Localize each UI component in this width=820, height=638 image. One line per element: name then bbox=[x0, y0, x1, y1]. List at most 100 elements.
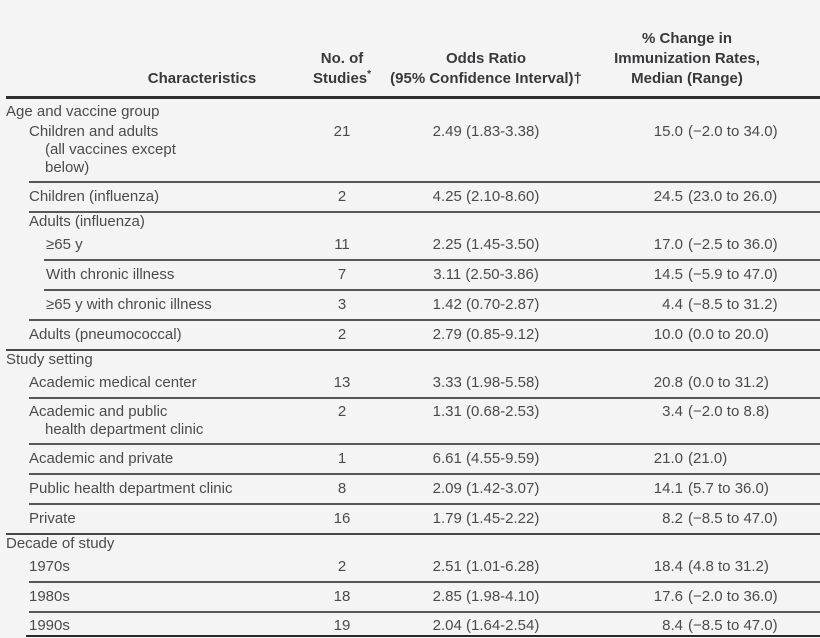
row-separator-rule bbox=[29, 396, 820, 399]
row-label-line: Academic and private bbox=[29, 449, 174, 467]
pct-median: 10.0 bbox=[653, 325, 683, 343]
header-characteristics: Characteristics bbox=[147, 70, 257, 87]
pct-median: 8.4 bbox=[662, 616, 683, 634]
row-label-line: Academic medical center bbox=[29, 373, 197, 391]
odds-ratio-value: 3.11 (2.50-3.86) bbox=[433, 265, 539, 283]
no-of-studies-value: 1 bbox=[337, 449, 347, 467]
header-odds-ratio: Odds Ratio (95% Confidence Interval)† bbox=[390, 50, 582, 87]
table-row: 1980s 18 2.85 (1.98-4.10) 17.6 (−2.0 to 36.0… bbox=[0, 583, 820, 611]
pct-change-value: 18.4 (4.8 to 31.2) bbox=[584, 558, 820, 576]
row-separator-rule bbox=[29, 442, 820, 445]
no-of-studies-value: 2 bbox=[337, 402, 347, 420]
pct-change-value: 10.0 (0.0 to 20.0) bbox=[584, 326, 820, 344]
pct-change-value: 21.0 (21.0) bbox=[584, 450, 820, 468]
pct-range: (−2.5 to 36.0) bbox=[688, 235, 778, 253]
pct-median: 14.5 bbox=[653, 265, 683, 283]
pct-range: (0.0 to 31.2) bbox=[688, 373, 769, 391]
odds-ratio-value: 4.25 (2.10-8.60) bbox=[432, 187, 540, 205]
row-label-line: ≥65 y bbox=[46, 235, 83, 253]
odds-ratio-value: 2.49 (1.83-3.38) bbox=[432, 122, 540, 140]
row-label-line: Academic and public bbox=[29, 402, 168, 420]
pct-median: 21.0 bbox=[653, 449, 683, 467]
odds-ratio-value: 2.79 (0.85-9.12) bbox=[432, 325, 540, 343]
group-heading-row: Age and vaccine group bbox=[0, 99, 820, 121]
row-label-line: Public health department clinic bbox=[29, 479, 233, 497]
table-row: 1970s 2 2.51 (1.01-6.28) 18.4 (4.8 to 31.2) bbox=[0, 553, 820, 581]
row-label: Adults (influenza) bbox=[0, 213, 296, 231]
row-label-line: 1970s bbox=[29, 557, 70, 575]
pct-change-value: 14.5 (−5.9 to 47.0) bbox=[584, 266, 820, 284]
pct-median: 3.4 bbox=[662, 402, 683, 420]
row-label: Decade of study bbox=[0, 535, 296, 553]
odds-ratio-value: 1.79 (1.45-2.22) bbox=[432, 509, 540, 527]
pct-change-value: 17.0 (−2.5 to 36.0) bbox=[584, 236, 820, 254]
table-row: Adults (pneumococcal) 2 2.79 (0.85-9.12) 10… bbox=[0, 321, 820, 349]
pct-median: 20.8 bbox=[653, 373, 683, 391]
row-label: ≥65 y with chronic illness bbox=[0, 296, 296, 314]
asterisk-footnote-marker: * bbox=[367, 69, 372, 80]
row-label: Public health department clinic bbox=[0, 480, 296, 498]
row-label: Children (influenza) bbox=[0, 188, 296, 206]
row-separator-rule bbox=[29, 210, 820, 213]
table-row: Children (influenza) 2 4.25 (2.10-8.60) 24.… bbox=[0, 183, 820, 211]
odds-ratio-value: 2.04 (1.64-2.54) bbox=[432, 616, 540, 634]
row-separator-rule bbox=[6, 348, 820, 351]
row-separator-rule bbox=[29, 180, 820, 183]
row-label-line: With chronic illness bbox=[46, 265, 175, 283]
table-row: 1990s 19 2.04 (1.64-2.54) 8.4 (−8.5 to 47.0) bbox=[0, 613, 820, 635]
odds-ratio-value: 1.31 (0.68-2.53) bbox=[432, 402, 540, 420]
group-heading-row: Study setting bbox=[0, 351, 820, 369]
pct-range: (−2.0 to 34.0) bbox=[688, 122, 778, 140]
row-label: With chronic illness bbox=[0, 266, 296, 284]
row-separator-rule bbox=[6, 532, 820, 535]
header-no-of-studies: No. of Studies* bbox=[312, 50, 372, 87]
table-row: Children and adults (all vaccines except b… bbox=[0, 121, 820, 181]
pct-change-value: 8.2 (−8.5 to 47.0) bbox=[584, 510, 820, 528]
row-label: Study setting bbox=[0, 351, 296, 369]
pct-median: 14.1 bbox=[653, 479, 683, 497]
row-label-line: 1980s bbox=[29, 587, 70, 605]
table-row: Academic and private 1 6.61 (4.55-9.59) 21.… bbox=[0, 445, 820, 473]
row-label: Children and adults (all vaccines except b… bbox=[0, 123, 296, 177]
row-label-line: Adults (pneumococcal) bbox=[29, 325, 182, 343]
pct-median: 24.5 bbox=[653, 187, 683, 205]
row-separator-rule bbox=[29, 318, 820, 321]
row-label-line: Study setting bbox=[6, 350, 93, 368]
pct-range: (−2.0 to 8.8) bbox=[688, 402, 770, 420]
pct-range: (0.0 to 20.0) bbox=[688, 325, 769, 343]
table-row: Academic medical center 13 3.33 (1.98-5.58… bbox=[0, 369, 820, 397]
row-label: 1990s bbox=[0, 617, 296, 635]
row-label-line: Decade of study bbox=[6, 534, 115, 552]
odds-ratio-value: 2.51 (1.01-6.28) bbox=[432, 557, 540, 575]
row-label-line: 1990s bbox=[29, 616, 70, 634]
odds-ratio-value: 2.85 (1.98-4.10) bbox=[432, 587, 540, 605]
group-heading-row: Adults (influenza) bbox=[0, 213, 820, 231]
pct-range: (−8.5 to 47.0) bbox=[688, 509, 778, 527]
row-label: Age and vaccine group bbox=[0, 103, 296, 121]
no-of-studies-value: 19 bbox=[333, 616, 351, 634]
table-header-row: Characteristics No. of Studies* Odds Rat… bbox=[0, 0, 820, 96]
row-label-line: (all vaccines except bbox=[45, 140, 176, 158]
row-separator-rule bbox=[29, 502, 820, 505]
pct-change-value: 20.8 (0.0 to 31.2) bbox=[584, 374, 820, 392]
table-row: Academic and public health department cli… bbox=[0, 399, 820, 443]
row-separator-rule bbox=[44, 288, 820, 291]
header-rule bbox=[6, 96, 820, 99]
row-label-line: Children and adults bbox=[29, 122, 159, 140]
row-separator-rule bbox=[29, 610, 820, 613]
pct-range: (5.7 to 36.0) bbox=[688, 479, 769, 497]
pct-range: (−5.9 to 47.0) bbox=[688, 265, 778, 283]
pct-change-value: 15.0 (−2.0 to 34.0) bbox=[584, 123, 820, 141]
pct-range: (23.0 to 26.0) bbox=[688, 187, 778, 205]
row-label: 1970s bbox=[0, 558, 296, 576]
no-of-studies-value: 7 bbox=[337, 265, 347, 283]
odds-ratio-value: 2.09 (1.42-3.07) bbox=[432, 479, 540, 497]
table-row: With chronic illness 7 3.11 (2.50-3.86) 14.… bbox=[0, 261, 820, 289]
row-separator-rule bbox=[29, 580, 820, 583]
pct-range: (−8.5 to 31.2) bbox=[688, 295, 778, 313]
row-label-line: ≥65 y with chronic illness bbox=[46, 295, 212, 313]
pct-change-value: 14.1 (5.7 to 36.0) bbox=[584, 480, 820, 498]
pct-change-value: 3.4 (−2.0 to 8.8) bbox=[584, 403, 820, 421]
row-label-line: below) bbox=[45, 158, 90, 176]
